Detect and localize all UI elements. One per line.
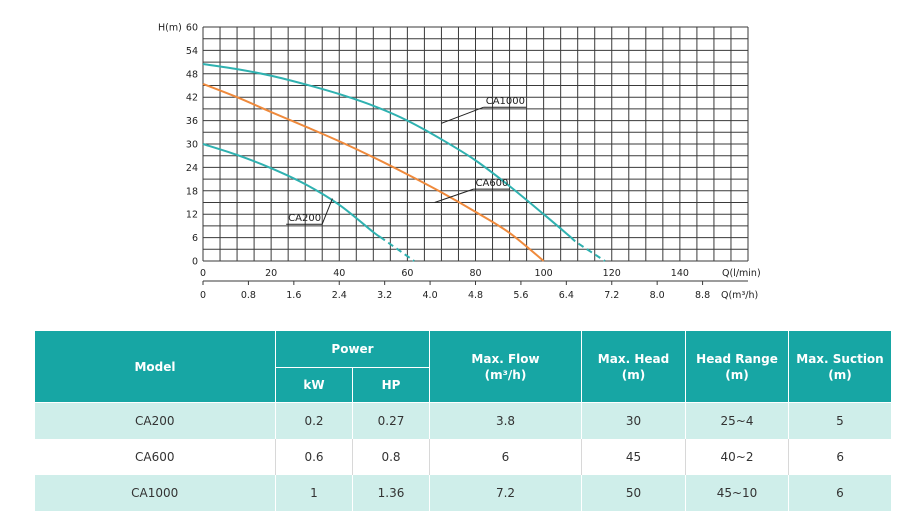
cell-model: CA1000 — [34, 475, 276, 511]
cell-hp: 0.8 — [352, 439, 430, 475]
curve-label-ca1000: CA1000 — [486, 96, 525, 107]
series-line-ca600 — [202, 83, 545, 262]
header-max-head-label: Max. Head — [597, 351, 670, 366]
x-tick-label-lmin: 40 — [333, 268, 345, 279]
cell-suction: 6 — [788, 475, 892, 511]
header-max-head-unit: (m) — [621, 367, 646, 382]
spec-table: Model Power Max. Flow (m³/h) Max. Head (… — [34, 330, 892, 511]
curve-label-leader-ca600 — [434, 188, 474, 203]
curve-label-leader-ca200 — [321, 198, 333, 225]
header-max-flow-unit: (m³/h) — [484, 367, 527, 382]
y-tick-label: 54 — [186, 46, 198, 57]
header-power: Power — [275, 330, 430, 368]
curve-label-leader-ca1000 — [441, 106, 484, 124]
x-tick-label-m3h: 2.4 — [332, 290, 347, 301]
y-tick-label: 42 — [186, 93, 198, 104]
x-tick-label-m3h: 7.2 — [604, 290, 619, 301]
cell-head: 50 — [581, 475, 686, 511]
header-kw: kW — [275, 367, 353, 403]
cell-flow: 7.2 — [429, 475, 582, 511]
y-tick-label: 12 — [186, 210, 198, 221]
y-tick-label: 48 — [186, 69, 198, 80]
cell-range: 45~10 — [685, 475, 789, 511]
y-tick-label: 18 — [186, 186, 198, 197]
header-model: Model — [34, 330, 276, 403]
cell-head: 30 — [581, 402, 686, 439]
y-tick-label: 30 — [186, 140, 198, 151]
header-max-head: Max. Head (m) — [581, 330, 686, 403]
x-tick-label-m3h: 8.0 — [650, 290, 665, 301]
header-max-flow: Max. Flow (m³/h) — [429, 330, 582, 403]
x-tick-label-m3h: 8.8 — [695, 290, 710, 301]
x-axis-label-m3h: Q(m³/h) — [721, 290, 758, 301]
cell-kw: 0.2 — [275, 402, 353, 439]
y-axis-label: H(m) — [158, 23, 182, 34]
x-tick-label-lmin: 0 — [200, 268, 206, 279]
y-tick-label: 24 — [186, 163, 198, 174]
y-tick-label: 0 — [192, 257, 198, 268]
x-tick-label-m3h: 6.4 — [559, 290, 574, 301]
cell-flow: 6 — [429, 439, 582, 475]
cell-kw: 0.6 — [275, 439, 353, 475]
series-dashed-ca1000 — [570, 236, 606, 262]
cell-hp: 0.27 — [352, 402, 430, 439]
header-head-range-label: Head Range — [696, 351, 778, 366]
x-tick-label-m3h: 4.8 — [468, 290, 483, 301]
y-tick-label: 36 — [186, 116, 198, 127]
x-tick-label-m3h: 0 — [200, 290, 206, 301]
cell-model: CA200 — [34, 402, 276, 439]
header-head-range: Head Range (m) — [685, 330, 789, 403]
x-axis-label-lmin: Q(l/min) — [722, 268, 761, 279]
header-max-suction-label: Max. Suction — [796, 351, 884, 366]
cell-suction: 6 — [788, 439, 892, 475]
cell-kw: 1 — [275, 475, 353, 511]
cell-suction: 5 — [788, 402, 892, 439]
cell-range: 25~4 — [685, 402, 789, 439]
x-tick-label-lmin: 100 — [535, 268, 553, 279]
grid — [202, 26, 749, 262]
x-tick-label-lmin: 60 — [401, 268, 413, 279]
cell-hp: 1.36 — [352, 475, 430, 511]
x-tick-label-m3h: 4.0 — [423, 290, 438, 301]
y-tick-label: 6 — [192, 233, 198, 244]
curve-label-ca600: CA600 — [476, 178, 509, 189]
header-max-suction: Max. Suction (m) — [788, 330, 892, 403]
cell-flow: 3.8 — [429, 402, 582, 439]
table-row: CA1000 1 1.36 7.2 50 45~10 6 — [34, 475, 892, 511]
header-max-flow-label: Max. Flow — [471, 351, 540, 366]
header-max-suction-unit: (m) — [828, 367, 852, 382]
y-tick-label: 60 — [186, 23, 198, 34]
header-hp: HP — [352, 367, 430, 403]
cell-head: 45 — [581, 439, 686, 475]
header-head-range-unit: (m) — [725, 367, 749, 382]
x-tick-label-m3h: 3.2 — [377, 290, 392, 301]
x-tick-label-lmin: 120 — [603, 268, 621, 279]
series-line-ca200 — [202, 143, 381, 238]
x-tick-label-lmin: 80 — [469, 268, 481, 279]
curve-label-ca200: CA200 — [288, 213, 321, 224]
pump-curve-chart: 0 6 12 18 24 30 36 42 48 54 60 H(m) 0 20 40 60 80 100 120 1… — [158, 23, 761, 302]
table-row: CA600 0.6 0.8 6 45 40~2 6 — [34, 439, 892, 475]
table-row: CA200 0.2 0.27 3.8 30 25~4 5 — [34, 402, 892, 439]
series-dashed-ca200 — [379, 236, 415, 262]
x-tick-label-m3h: 1.6 — [286, 290, 301, 301]
x-tick-label-m3h: 0.8 — [241, 290, 256, 301]
cell-range: 40~2 — [685, 439, 789, 475]
x-tick-label-lmin: 140 — [671, 268, 689, 279]
x-tick-label-m3h: 5.6 — [513, 290, 528, 301]
x-tick-label-lmin: 20 — [265, 268, 277, 279]
cell-model: CA600 — [34, 439, 276, 475]
series-line-ca1000 — [202, 63, 572, 239]
